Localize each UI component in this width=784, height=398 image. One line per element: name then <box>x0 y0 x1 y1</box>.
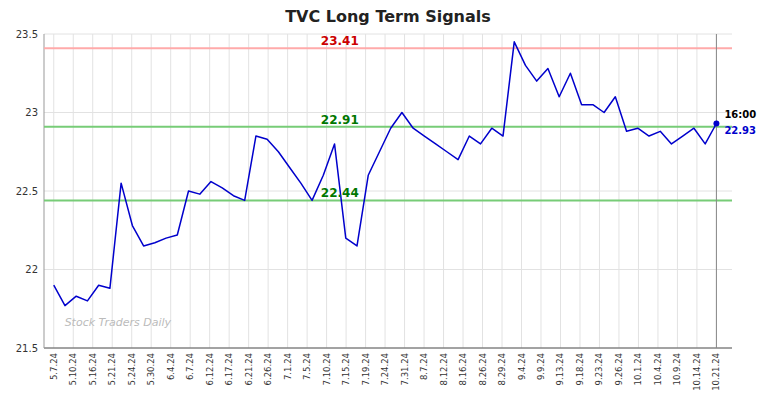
reference-label: 22.44 <box>321 186 359 200</box>
x-tick-label: 5.10.24 <box>68 353 78 385</box>
y-tick-label: 23.5 <box>16 29 38 40</box>
last-time-label: 16:00 <box>724 109 756 120</box>
last-price-label: 22.93 <box>724 125 756 136</box>
x-tick-label: 8.7.24 <box>419 353 429 380</box>
x-grid-line <box>540 34 541 348</box>
x-grid-line <box>209 34 210 348</box>
x-grid-line <box>151 34 152 348</box>
x-grid-line <box>248 34 249 348</box>
y-grid-line <box>44 34 732 35</box>
x-tick-label: 10.14.24 <box>692 353 702 391</box>
x-grid-line <box>287 34 288 348</box>
reference-label: 22.91 <box>321 113 359 127</box>
y-axis-line <box>44 34 45 348</box>
vertical-line <box>716 34 717 348</box>
plot-area <box>44 34 732 348</box>
x-tick-label: 7.31.24 <box>400 353 410 385</box>
x-tick-label: 6.12.24 <box>205 353 215 385</box>
x-tick-label: 7.5.24 <box>302 353 312 380</box>
x-grid-line <box>112 34 113 348</box>
x-grid-line <box>657 34 658 348</box>
grid <box>44 34 732 348</box>
chart: TVC Long Term Signals Stock Traders Daily… <box>0 0 784 398</box>
x-grid-line <box>677 34 678 348</box>
x-grid-line <box>521 34 522 348</box>
x-tick-label: 9.13.24 <box>555 353 565 385</box>
x-grid-line <box>638 34 639 348</box>
x-grid-line <box>463 34 464 348</box>
reference-line <box>44 199 732 201</box>
x-tick-label: 9.26.24 <box>614 353 624 385</box>
x-tick-label: 9.9.24 <box>536 353 546 380</box>
x-tick-label: 8.12.24 <box>439 353 449 385</box>
x-tick-label: 5.16.24 <box>88 353 98 385</box>
x-tick-label: 8.29.24 <box>497 353 507 385</box>
x-tick-label: 5.30.24 <box>146 353 156 385</box>
y-grid-line <box>44 191 732 192</box>
title: TVC Long Term Signals <box>285 7 491 26</box>
x-tick-label: 6.26.24 <box>263 353 273 385</box>
x-tick-label: 6.7.24 <box>185 353 195 380</box>
x-grid-line <box>170 34 171 348</box>
x-tick-label: 7.19.24 <box>361 353 371 385</box>
y-grid-line <box>44 112 732 113</box>
x-tick-label: 8.26.24 <box>478 353 488 385</box>
x-grid-line <box>696 34 697 348</box>
x-tick-label: 10.1.24 <box>633 353 643 385</box>
x-tick-label: 5.21.24 <box>107 353 117 385</box>
y-grid-line <box>44 269 732 270</box>
y-tick-label: 21.5 <box>16 343 38 354</box>
x-grid-line <box>482 34 483 348</box>
x-grid-line <box>385 34 386 348</box>
x-grid-line <box>73 34 74 348</box>
y-tick-label: 23 <box>25 107 38 118</box>
x-tick-label: 6.4.24 <box>166 353 176 380</box>
x-tick-label: 5.24.24 <box>127 353 137 385</box>
price-line <box>54 42 717 306</box>
y-tick-label: 22.5 <box>16 186 38 197</box>
x-grid-line <box>579 34 580 348</box>
x-grid-line <box>229 34 230 348</box>
x-tick-label: 9.4.24 <box>517 353 527 380</box>
x-tick-label: 7.1.24 <box>283 353 293 380</box>
x-tick-label: 6.17.24 <box>224 353 234 385</box>
x-tick-label: 10.4.24 <box>653 353 663 385</box>
x-grid-line <box>404 34 405 348</box>
x-tick-label: 7.10.24 <box>322 353 332 385</box>
x-tick-label: 6.21.24 <box>244 353 254 385</box>
x-tick-label: 8.16.24 <box>458 353 468 385</box>
x-grid-line <box>618 34 619 348</box>
end-dot <box>713 120 719 126</box>
x-grid-line <box>53 34 54 348</box>
x-tick-label: 9.18.24 <box>575 353 585 385</box>
x-grid-line <box>502 34 503 348</box>
x-grid-line <box>716 34 717 348</box>
x-grid-line <box>268 34 269 348</box>
x-grid-line <box>443 34 444 348</box>
x-tick-label: 5.7.24 <box>49 353 59 380</box>
x-tick-label: 10.21.24 <box>711 353 721 391</box>
x-grid-line <box>560 34 561 348</box>
x-grid-line <box>599 34 600 348</box>
x-grid-line <box>424 34 425 348</box>
x-grid-line <box>92 34 93 348</box>
x-axis-line <box>44 348 732 349</box>
x-tick-label: 10.9.24 <box>672 353 682 385</box>
y-grid-line <box>44 348 732 349</box>
x-tick-label: 7.24.24 <box>380 353 390 385</box>
x-tick-label: 7.15.24 <box>341 353 351 385</box>
reference-label: 23.41 <box>321 34 359 48</box>
watermark: Stock Traders Daily <box>65 316 172 329</box>
y-tick-label: 22 <box>25 264 38 275</box>
reference-line <box>44 47 732 49</box>
x-grid-line <box>131 34 132 348</box>
reference-line <box>44 126 732 128</box>
x-tick-label: 9.23.24 <box>594 353 604 385</box>
